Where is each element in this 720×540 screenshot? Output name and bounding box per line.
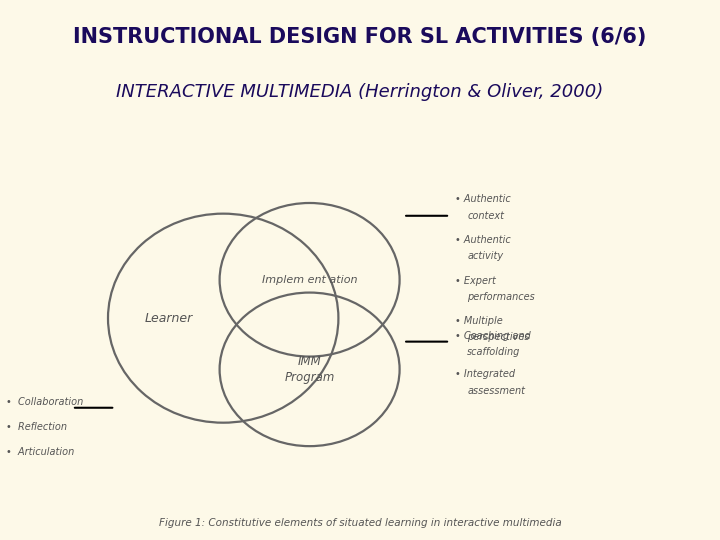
Text: • Authentic: • Authentic xyxy=(455,194,510,205)
Text: IMM
Program: IMM Program xyxy=(284,355,335,384)
Text: scaffolding: scaffolding xyxy=(467,347,521,357)
Text: • Integrated: • Integrated xyxy=(455,369,516,380)
Text: • Coaching and: • Coaching and xyxy=(455,331,531,341)
Text: Learner: Learner xyxy=(145,312,194,325)
Text: •  Reflection: • Reflection xyxy=(6,422,67,432)
Text: INTERACTIVE MULTIMEDIA (Herrington & Oliver, 2000): INTERACTIVE MULTIMEDIA (Herrington & Oli… xyxy=(117,83,603,101)
Text: perspectives: perspectives xyxy=(467,332,530,342)
Text: activity: activity xyxy=(467,251,503,261)
Text: • Authentic: • Authentic xyxy=(455,235,510,245)
Text: •  Collaboration: • Collaboration xyxy=(6,397,83,407)
Text: performances: performances xyxy=(467,292,535,302)
Text: Implem ent ation: Implem ent ation xyxy=(262,275,357,285)
Text: Figure 1: Constitutive elements of situated learning in interactive multimedia: Figure 1: Constitutive elements of situa… xyxy=(158,518,562,528)
Text: • Expert: • Expert xyxy=(455,275,496,286)
Text: • Multiple: • Multiple xyxy=(455,316,503,326)
Text: •  Articulation: • Articulation xyxy=(6,447,74,457)
Text: context: context xyxy=(467,211,504,221)
Text: INSTRUCTIONAL DESIGN FOR SL ACTIVITIES (6/6): INSTRUCTIONAL DESIGN FOR SL ACTIVITIES (… xyxy=(73,26,647,46)
Text: assessment: assessment xyxy=(467,386,526,396)
